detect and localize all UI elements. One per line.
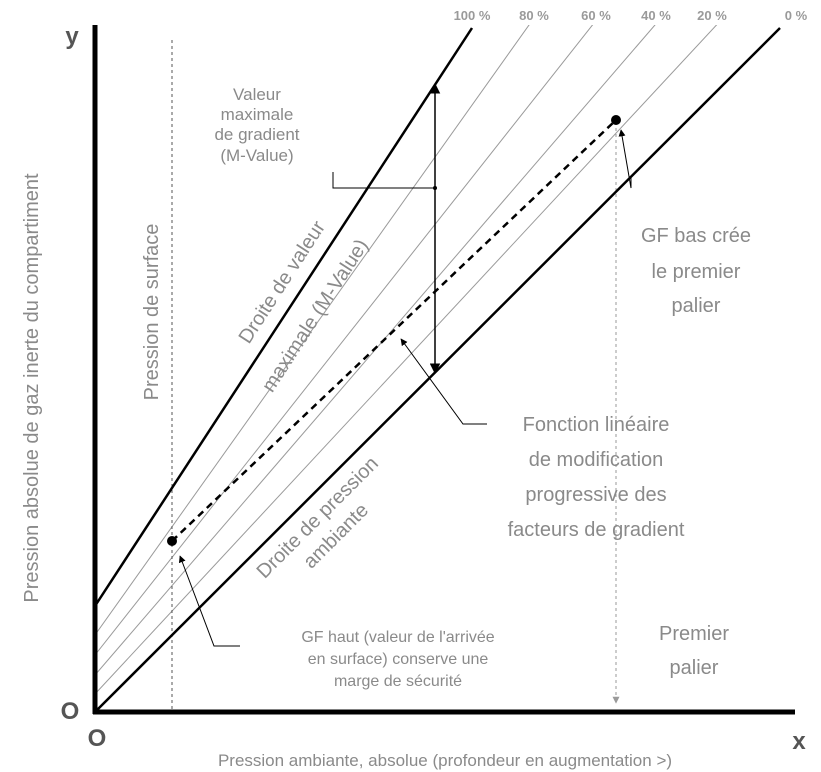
max-gradient-line3: de gradient bbox=[214, 125, 299, 144]
first-stop-label: Premier palier bbox=[659, 623, 729, 679]
gf-high-point bbox=[167, 536, 177, 546]
max-gradient-leader bbox=[332, 172, 435, 189]
gradient-line-20 bbox=[95, 25, 718, 695]
first-stop-line1: Premier bbox=[659, 623, 729, 645]
percent-label-80: 80 % bbox=[519, 8, 549, 23]
gradient-line-80 bbox=[95, 25, 530, 636]
max-gradient-leader-dot bbox=[433, 186, 437, 190]
max-gradient-line1: Valeur bbox=[233, 85, 281, 104]
gf-low-label: GF bas crée le premier palier bbox=[641, 225, 751, 317]
gf-high-line2: en surface) conserve une bbox=[308, 651, 489, 668]
gf-high-line3: marge de sécurité bbox=[334, 673, 462, 690]
gf-low-leader bbox=[618, 129, 632, 189]
percent-label-100: 100 % bbox=[454, 8, 491, 23]
percent-label-20: 20 % bbox=[697, 8, 727, 23]
m-value-line-label: Droite de valeur maximale (M-Value) bbox=[235, 217, 373, 396]
origin-x-letter: O bbox=[88, 725, 107, 752]
linear-function-leader bbox=[400, 338, 487, 425]
origin-y-letter: O bbox=[61, 698, 80, 725]
surface-pressure-label: Pression de surface bbox=[141, 224, 163, 401]
percent-label-40: 40 % bbox=[641, 8, 671, 23]
linear-function-line4: facteurs de gradient bbox=[508, 519, 685, 541]
x-axis-letter: x bbox=[792, 728, 806, 755]
first-stop-line2: palier bbox=[670, 657, 719, 679]
linear-function-line1: Fonction linéaire bbox=[523, 414, 670, 436]
gradient-lines bbox=[95, 25, 718, 695]
gf-high-line1: GF haut (valeur de l'arrivée bbox=[301, 629, 494, 646]
m-value-line bbox=[93, 27, 474, 607]
max-gradient-line2: maximale bbox=[221, 105, 294, 124]
percent-label-0: 0 % bbox=[785, 8, 808, 23]
gradient-line-60 bbox=[95, 25, 594, 656]
gf-low-point bbox=[611, 115, 621, 125]
y-axis-title: Pression absolue de gaz inerte du compar… bbox=[21, 173, 43, 603]
gf-low-line1: GF bas crée bbox=[641, 225, 751, 247]
gradient-line-40 bbox=[95, 25, 656, 676]
linear-function-line3: progressive des bbox=[525, 484, 666, 506]
percent-label-60: 60 % bbox=[581, 8, 611, 23]
percent-labels: 100 % 80 % 60 % 40 % 20 % 0 % bbox=[454, 8, 808, 23]
gf-low-line3: palier bbox=[672, 295, 721, 317]
gf-high-leader bbox=[178, 555, 240, 647]
ambient-line-label: Droite de pression ambiante bbox=[253, 453, 383, 583]
max-gradient-line4: (M-Value) bbox=[220, 146, 293, 165]
y-axis-letter: y bbox=[65, 23, 79, 50]
gf-high-label: GF haut (valeur de l'arrivée en surface)… bbox=[301, 629, 494, 690]
ambient-pressure-line bbox=[94, 27, 781, 713]
linear-function-line2: de modification bbox=[529, 449, 664, 471]
max-gradient-label: Valeur maximale de gradient (M-Value) bbox=[214, 85, 299, 165]
x-axis-title: Pression ambiante, absolue (profondeur e… bbox=[218, 751, 672, 770]
gf-low-line2: le premier bbox=[652, 261, 741, 283]
linear-function-label: Fonction linéaire de modification progre… bbox=[508, 414, 685, 541]
gf-linear-function-line bbox=[171, 119, 617, 542]
